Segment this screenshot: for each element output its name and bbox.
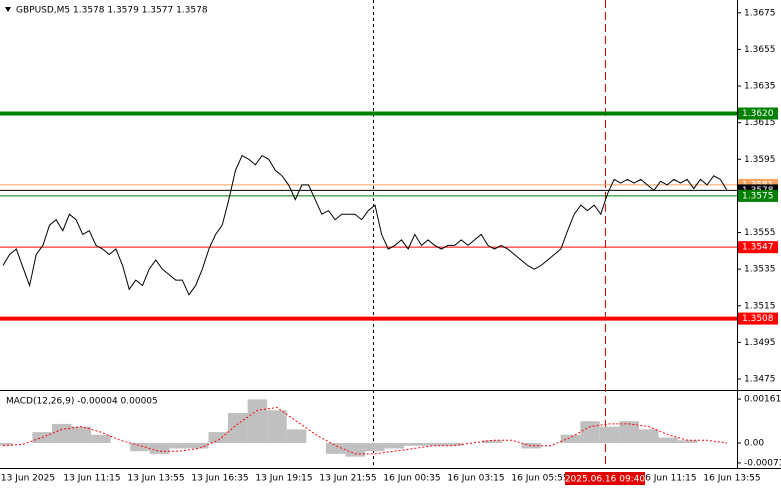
macd-bar bbox=[560, 434, 581, 443]
y-tick-label: 1.3655 bbox=[744, 45, 776, 55]
chart-title: GBPUSD,M5 1.3578 1.3579 1.3577 1.3578 bbox=[16, 6, 208, 16]
x-tick-label: 13 Jun 2025 bbox=[1, 474, 55, 484]
x-tick-label: 16 Jun 05:55 bbox=[511, 474, 568, 484]
level-label-box bbox=[738, 107, 778, 120]
x-tick-label: 16 Jun 00:35 bbox=[383, 474, 440, 484]
macd-bar bbox=[678, 440, 698, 443]
cursor-label-box bbox=[565, 472, 645, 485]
y-tick-label: 1.3595 bbox=[744, 155, 776, 165]
x-tick-label: 13 Jun 19:15 bbox=[255, 474, 312, 484]
macd-bar bbox=[0, 443, 13, 446]
level-label-box bbox=[738, 312, 778, 325]
level-label-box bbox=[738, 241, 778, 254]
x-tick-label: 13 Jun 16:35 bbox=[191, 474, 248, 484]
x-tick-label: 16 Jun 03:15 bbox=[447, 474, 504, 484]
y-tick-label: 1.3535 bbox=[744, 265, 776, 275]
macd-bar bbox=[345, 443, 365, 457]
macd-bar bbox=[71, 426, 92, 443]
macd-bar bbox=[149, 443, 170, 454]
macd-bar bbox=[188, 443, 209, 449]
x-tick-label: 16 Jun 13:55 bbox=[703, 474, 760, 484]
macd-bar bbox=[228, 413, 248, 443]
level-label-box bbox=[738, 189, 778, 202]
y-tick-label: 0.00 bbox=[744, 439, 764, 449]
level-label: 1.3575 bbox=[742, 191, 774, 201]
y-tick-label: 1.3615 bbox=[744, 118, 776, 128]
macd-bar bbox=[580, 421, 600, 443]
macd-bar bbox=[130, 443, 150, 452]
level-label: 1.3508 bbox=[742, 314, 774, 324]
y-tick-label: 1.3675 bbox=[744, 8, 776, 18]
macd-bar bbox=[658, 437, 679, 443]
macd-bar bbox=[365, 443, 385, 452]
macd-bar bbox=[599, 426, 620, 443]
x-tick-label: 13 Jun 11:15 bbox=[63, 474, 120, 484]
y-tick-label: 0.00161 bbox=[744, 395, 781, 405]
y-tick-label: 1.3475 bbox=[744, 375, 776, 385]
y-tick-label: 1.3635 bbox=[744, 82, 776, 92]
y-tick-label: 1.3495 bbox=[744, 338, 776, 348]
macd-bar bbox=[169, 443, 189, 449]
y-tick-label: 1.3515 bbox=[744, 301, 776, 311]
macd-bar bbox=[482, 440, 502, 443]
level-label: 1.3547 bbox=[742, 243, 774, 253]
macd-bar bbox=[91, 434, 111, 443]
macd-bar bbox=[423, 443, 444, 446]
y-tick-label: -0.00073 bbox=[744, 458, 781, 468]
macd-bar bbox=[286, 429, 307, 443]
x-tick-label: 16 Jun 11:15 bbox=[639, 474, 696, 484]
macd-bar bbox=[325, 443, 346, 454]
macd-bar bbox=[521, 443, 542, 449]
price-line bbox=[2, 154, 728, 296]
cursor-label: 2025.06.16 09:40 bbox=[565, 475, 646, 485]
macd-bar bbox=[404, 443, 424, 446]
level-label: 1.3620 bbox=[742, 109, 774, 119]
macd-bar bbox=[208, 432, 229, 443]
macd-bar bbox=[443, 443, 463, 446]
x-tick-label: 13 Jun 21:55 bbox=[319, 474, 376, 484]
macd-bar bbox=[267, 410, 287, 443]
macd-bar bbox=[638, 429, 659, 443]
y-tick-label: 1.3555 bbox=[744, 228, 776, 238]
macd-bar bbox=[619, 421, 639, 443]
macd-bar bbox=[51, 423, 72, 443]
x-tick-label: 13 Jun 13:55 bbox=[127, 474, 184, 484]
macd-bar bbox=[384, 443, 405, 449]
macd-title: MACD(12,26,9) -0.00004 0.00005 bbox=[6, 397, 158, 407]
symbol-icon bbox=[5, 7, 11, 12]
signal-line bbox=[2, 406, 728, 455]
macd-bar bbox=[247, 399, 268, 443]
